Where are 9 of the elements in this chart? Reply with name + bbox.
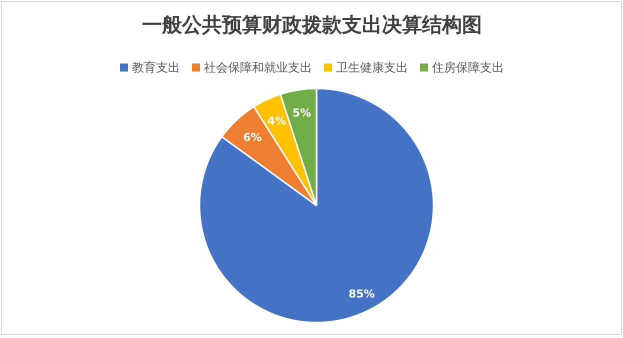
legend-label: 卫生健康支出 [336, 60, 408, 74]
legend-label: 社会保障和就业支出 [204, 60, 312, 74]
legend-label: 住房保障支出 [431, 60, 504, 74]
chart-title: 一般公共预算财政拨款支出决算结构图 [142, 14, 482, 36]
legend-label: 教育支出 [132, 60, 180, 74]
data-label: 5% [292, 106, 312, 120]
data-label: 6% [243, 130, 262, 144]
data-label: 85% [348, 288, 375, 301]
data-label: 4% [267, 114, 286, 128]
